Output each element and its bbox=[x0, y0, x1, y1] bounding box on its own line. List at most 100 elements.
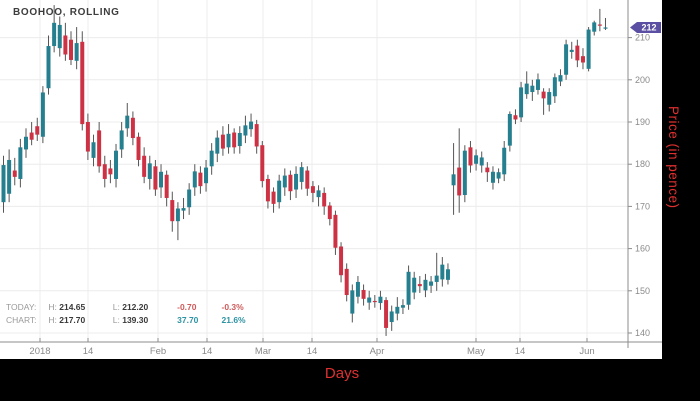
candle-body[interactable] bbox=[220, 134, 225, 149]
candle-body[interactable] bbox=[108, 168, 113, 175]
candle-body[interactable] bbox=[429, 281, 434, 286]
candle-body[interactable] bbox=[575, 45, 580, 61]
candle-body[interactable] bbox=[372, 300, 377, 303]
candle-body[interactable] bbox=[294, 173, 299, 190]
candle-body[interactable] bbox=[46, 46, 51, 89]
candle-body[interactable] bbox=[423, 279, 428, 291]
candle-body[interactable] bbox=[181, 208, 186, 211]
candle-body[interactable] bbox=[254, 124, 259, 147]
candle-body[interactable] bbox=[496, 172, 501, 179]
candle-body[interactable] bbox=[204, 167, 209, 184]
candle-body[interactable] bbox=[547, 92, 552, 105]
candle-body[interactable] bbox=[462, 150, 467, 196]
candle-body[interactable] bbox=[519, 87, 524, 118]
candle-body[interactable] bbox=[130, 117, 135, 139]
candle-body[interactable] bbox=[243, 125, 248, 136]
candle-body[interactable] bbox=[322, 192, 327, 207]
candle-body[interactable] bbox=[24, 136, 29, 150]
candle-body[interactable] bbox=[153, 166, 158, 190]
candle-body[interactable] bbox=[198, 172, 203, 187]
candle-body[interactable] bbox=[159, 171, 164, 188]
candle-body[interactable] bbox=[552, 77, 557, 97]
candle-body[interactable] bbox=[187, 189, 192, 208]
candle-body[interactable] bbox=[29, 132, 34, 140]
candle-body[interactable] bbox=[355, 281, 360, 297]
candle-body[interactable] bbox=[260, 145, 265, 182]
candle-body[interactable] bbox=[142, 155, 147, 177]
candle-body[interactable] bbox=[327, 205, 332, 220]
candle-body[interactable] bbox=[535, 79, 540, 90]
candle-body[interactable] bbox=[457, 167, 462, 196]
chart-svg[interactable]: 2018 14 Feb 14 Mar 14 Apr May 14 Jun 210 200 190 180 1… bbox=[0, 0, 662, 359]
candle-body[interactable] bbox=[479, 157, 484, 166]
candle-body[interactable] bbox=[530, 85, 535, 93]
candle-body[interactable] bbox=[445, 269, 450, 280]
candle-body[interactable] bbox=[339, 246, 344, 276]
candle-body[interactable] bbox=[603, 27, 608, 29]
candle-body[interactable] bbox=[474, 155, 479, 164]
candle-body[interactable] bbox=[400, 305, 405, 308]
candle-body[interactable] bbox=[541, 91, 546, 99]
candle-body[interactable] bbox=[136, 136, 141, 160]
candle-body[interactable] bbox=[350, 290, 355, 314]
candle-body[interactable] bbox=[434, 275, 439, 282]
candle-body[interactable] bbox=[226, 133, 231, 148]
candle-body[interactable] bbox=[74, 43, 79, 61]
candle-body[interactable] bbox=[417, 284, 422, 287]
candle-body[interactable] bbox=[384, 300, 389, 328]
candle-body[interactable] bbox=[558, 75, 563, 82]
candle-body[interactable] bbox=[490, 171, 495, 183]
candle-body[interactable] bbox=[170, 200, 175, 222]
candle-body[interactable] bbox=[164, 174, 169, 198]
candle-body[interactable] bbox=[564, 44, 569, 75]
candle-body[interactable] bbox=[592, 22, 597, 32]
candle-body[interactable] bbox=[80, 41, 85, 125]
candle-body[interactable] bbox=[310, 186, 315, 193]
candle-body[interactable] bbox=[85, 122, 90, 152]
candle-body[interactable] bbox=[316, 190, 321, 198]
candle-body[interactable] bbox=[7, 159, 12, 194]
candle-body[interactable] bbox=[282, 175, 287, 188]
candle-body[interactable] bbox=[102, 164, 107, 179]
candle-body[interactable] bbox=[35, 126, 40, 135]
candle-body[interactable] bbox=[378, 296, 383, 304]
candle-body[interactable] bbox=[125, 115, 130, 129]
candle-body[interactable] bbox=[412, 277, 417, 293]
candle-body[interactable] bbox=[12, 170, 17, 177]
candle-body[interactable] bbox=[451, 174, 456, 186]
candle-body[interactable] bbox=[271, 191, 276, 204]
candle-body[interactable] bbox=[305, 170, 310, 189]
candle-body[interactable] bbox=[249, 121, 254, 130]
candle-body[interactable] bbox=[513, 115, 518, 120]
candle-body[interactable] bbox=[119, 130, 124, 150]
candle-body[interactable] bbox=[215, 137, 220, 154]
candle-body[interactable] bbox=[333, 214, 338, 248]
candle-body[interactable] bbox=[580, 56, 585, 63]
candle-body[interactable] bbox=[1, 165, 6, 203]
candle-body[interactable] bbox=[395, 306, 400, 314]
candle-body[interactable] bbox=[389, 311, 394, 323]
candle-body[interactable] bbox=[91, 142, 96, 158]
candle-body[interactable] bbox=[485, 167, 490, 173]
candle-body[interactable] bbox=[597, 24, 602, 26]
candle-body[interactable] bbox=[586, 29, 591, 69]
candle-body[interactable] bbox=[507, 113, 512, 146]
candle-body[interactable] bbox=[69, 39, 74, 60]
candle-body[interactable] bbox=[299, 167, 304, 182]
candle-body[interactable] bbox=[147, 163, 152, 179]
candle-body[interactable] bbox=[468, 147, 473, 166]
candle-body[interactable] bbox=[524, 83, 529, 95]
candle-body[interactable] bbox=[175, 208, 180, 222]
candle-body[interactable] bbox=[367, 297, 372, 303]
candle-body[interactable] bbox=[277, 180, 282, 203]
candle-body[interactable] bbox=[114, 150, 119, 179]
candle-body[interactable] bbox=[237, 132, 242, 147]
candle-body[interactable] bbox=[232, 132, 237, 148]
candle-body[interactable] bbox=[344, 268, 349, 296]
candle-body[interactable] bbox=[209, 150, 214, 167]
candle-body[interactable] bbox=[361, 289, 366, 299]
candle-body[interactable] bbox=[406, 271, 411, 305]
candle-body[interactable] bbox=[265, 178, 270, 202]
candle-body[interactable] bbox=[63, 35, 68, 55]
candlestick-chart-canvas[interactable]: 2018 14 Feb 14 Mar 14 Apr May 14 Jun 210 200 190 180 1… bbox=[0, 0, 662, 359]
